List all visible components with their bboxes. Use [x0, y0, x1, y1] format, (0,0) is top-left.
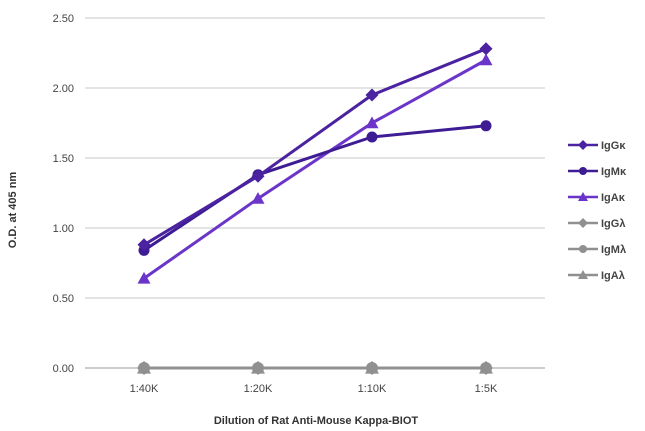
data-point	[479, 361, 493, 374]
legend-item: IgAλ	[568, 270, 625, 282]
legend-swatch-marker	[579, 167, 587, 175]
data-point	[366, 131, 378, 143]
y-tick-label: 1.00	[53, 223, 74, 235]
series-line	[143, 47, 487, 247]
y-tick-label: 0.50	[53, 293, 74, 305]
legend-label: IgMλ	[601, 244, 626, 256]
x-axis-ticks: 1:40K 1:20K 1:10K 1:5K	[130, 368, 498, 395]
series-lines	[137, 42, 493, 375]
legend-item: IgGλ	[568, 218, 625, 230]
x-tick-label: 1:5K	[475, 383, 498, 395]
series-IgAλ	[137, 361, 493, 374]
series-IgGκ	[137, 42, 493, 252]
y-axis-title: O.D. at 405 nm	[7, 172, 19, 249]
data-point	[137, 238, 151, 252]
series-IgMκ	[138, 120, 492, 256]
legend-swatch-marker	[579, 245, 587, 253]
x-axis-title: Dilution of Rat Anti-Mouse Kappa-BIOT	[214, 415, 419, 427]
data-point	[251, 192, 265, 204]
data-point	[251, 169, 265, 183]
legend-swatch-marker	[578, 218, 588, 228]
legend: IgGκ IgMκ IgAκ IgGλ IgMλ IgAλ	[568, 140, 627, 282]
legend-item: IgGκ	[568, 140, 626, 152]
legend-item: IgMκ	[568, 166, 627, 178]
legend-item: IgMλ	[568, 244, 626, 256]
y-tick-label: 2.00	[53, 83, 74, 95]
data-point	[137, 271, 151, 284]
data-point	[480, 120, 492, 132]
y-tick-label: 2.50	[53, 13, 74, 25]
data-point	[479, 53, 493, 66]
x-tick-label: 1:40K	[130, 383, 159, 395]
legend-label: IgGλ	[601, 218, 625, 230]
series-IgAκ	[137, 53, 493, 284]
series-line	[143, 58, 487, 280]
legend-label: IgAλ	[601, 270, 625, 282]
legend-label: IgAκ	[601, 192, 626, 204]
data-point	[365, 88, 379, 102]
y-tick-label: 1.50	[53, 153, 74, 165]
data-point	[365, 361, 379, 374]
data-point	[365, 116, 379, 129]
x-tick-label: 1:10K	[358, 383, 387, 395]
gridlines	[85, 17, 545, 369]
legend-item: IgAκ	[568, 192, 626, 204]
y-axis-ticks: 0.00 0.50 1.00 1.50 2.00 2.50	[53, 13, 74, 375]
data-point	[251, 361, 265, 374]
legend-label: IgGκ	[601, 140, 626, 152]
data-point	[137, 361, 151, 374]
y-tick-label: 0.00	[53, 363, 74, 375]
legend-swatch-marker	[578, 192, 588, 201]
data-point	[479, 42, 493, 56]
series-line	[143, 124, 487, 252]
legend-swatch-marker	[578, 270, 588, 279]
legend-swatch-marker	[578, 140, 588, 150]
legend-label: IgMκ	[601, 166, 627, 178]
x-tick-label: 1:20K	[244, 383, 273, 395]
